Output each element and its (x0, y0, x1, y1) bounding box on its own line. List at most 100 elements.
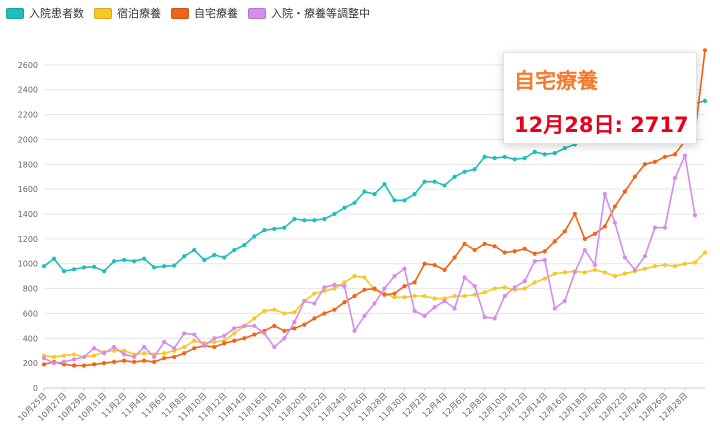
data-point (682, 153, 688, 158)
y-tick-label: 800 (23, 285, 38, 294)
data-point (402, 283, 407, 289)
data-point (562, 146, 567, 151)
data-point (532, 149, 537, 154)
legend-label: 宿泊療養 (117, 7, 161, 20)
data-point (362, 313, 367, 319)
data-point (322, 311, 327, 316)
data-point (372, 192, 377, 197)
data-point (262, 331, 267, 336)
data-point (322, 285, 327, 290)
data-point (542, 152, 547, 157)
data-point (252, 234, 257, 239)
tooltip-series-name: 自宅療養 (514, 69, 598, 93)
data-point (272, 226, 277, 232)
data-point (452, 255, 457, 260)
data-point (302, 218, 307, 223)
data-point (642, 162, 648, 167)
data-point (142, 358, 147, 363)
data-point (442, 183, 447, 188)
data-point (512, 249, 517, 254)
data-point (412, 192, 417, 197)
data-point (572, 211, 577, 217)
data-point (292, 320, 297, 325)
data-point (71, 267, 77, 272)
legend-swatch (171, 7, 189, 19)
legend-item[interactable]: 入院・療養等調整中 (248, 5, 370, 21)
data-point (522, 279, 527, 284)
data-point (142, 256, 147, 261)
data-point (642, 266, 648, 271)
data-point (71, 357, 77, 362)
tooltip-date: 12月28日 (514, 113, 615, 137)
y-tick-label: 200 (23, 359, 38, 368)
data-point (182, 351, 187, 356)
data-point (552, 306, 557, 311)
data-point (612, 274, 617, 279)
data-point (322, 216, 327, 222)
data-point (132, 359, 137, 364)
data-point (352, 200, 357, 205)
data-point (572, 270, 577, 275)
data-point (472, 167, 477, 172)
data-point (101, 361, 107, 366)
legend-swatch (248, 7, 266, 19)
data-point (602, 224, 607, 229)
data-point (192, 338, 197, 343)
data-point (502, 285, 507, 290)
data-point (71, 363, 77, 368)
data-point (532, 251, 537, 256)
data-point (682, 261, 688, 266)
data-point (122, 348, 127, 353)
data-point (172, 354, 177, 360)
data-point (532, 280, 537, 285)
data-point (292, 326, 297, 331)
data-point (392, 274, 397, 279)
data-point (462, 241, 467, 246)
data-point (332, 286, 337, 291)
data-point (452, 306, 457, 311)
data-point (302, 322, 307, 327)
data-point (452, 174, 457, 179)
data-point (81, 363, 87, 368)
data-point (262, 308, 267, 314)
data-point (422, 293, 427, 299)
data-point (522, 155, 527, 161)
data-point (332, 211, 337, 217)
data-point (392, 291, 397, 296)
y-tick-label: 1000 (18, 260, 38, 269)
data-point (692, 260, 698, 265)
tooltip-value: 2717 (630, 113, 689, 137)
data-point (612, 220, 617, 225)
data-point (592, 267, 597, 273)
y-tick-label: 2200 (18, 111, 38, 120)
data-point (172, 263, 177, 268)
data-point (162, 356, 167, 361)
data-point (582, 236, 587, 241)
data-point (112, 348, 117, 353)
data-point (112, 359, 117, 364)
data-point (61, 269, 67, 274)
legend-item[interactable]: 入院患者数 (6, 5, 84, 21)
data-point (232, 338, 237, 343)
data-point (282, 225, 287, 230)
data-point (172, 346, 177, 351)
data-point (422, 179, 427, 184)
data-point (352, 274, 357, 279)
data-point (512, 157, 517, 162)
chart-legend: 入院患者数 宿泊療養 自宅療養 入院・療養等調整中 (6, 5, 370, 21)
data-point (492, 316, 497, 321)
data-point (552, 151, 557, 156)
data-point (432, 305, 437, 310)
data-point (672, 264, 678, 269)
data-point (342, 205, 347, 210)
data-point (662, 225, 668, 230)
data-point (662, 154, 668, 159)
data-point (452, 293, 457, 299)
data-point (502, 154, 507, 159)
data-point (602, 192, 607, 197)
legend-item[interactable]: 宿泊療養 (94, 5, 161, 21)
data-point (522, 246, 527, 251)
data-point (51, 256, 57, 261)
legend-item[interactable]: 自宅療養 (171, 5, 238, 21)
